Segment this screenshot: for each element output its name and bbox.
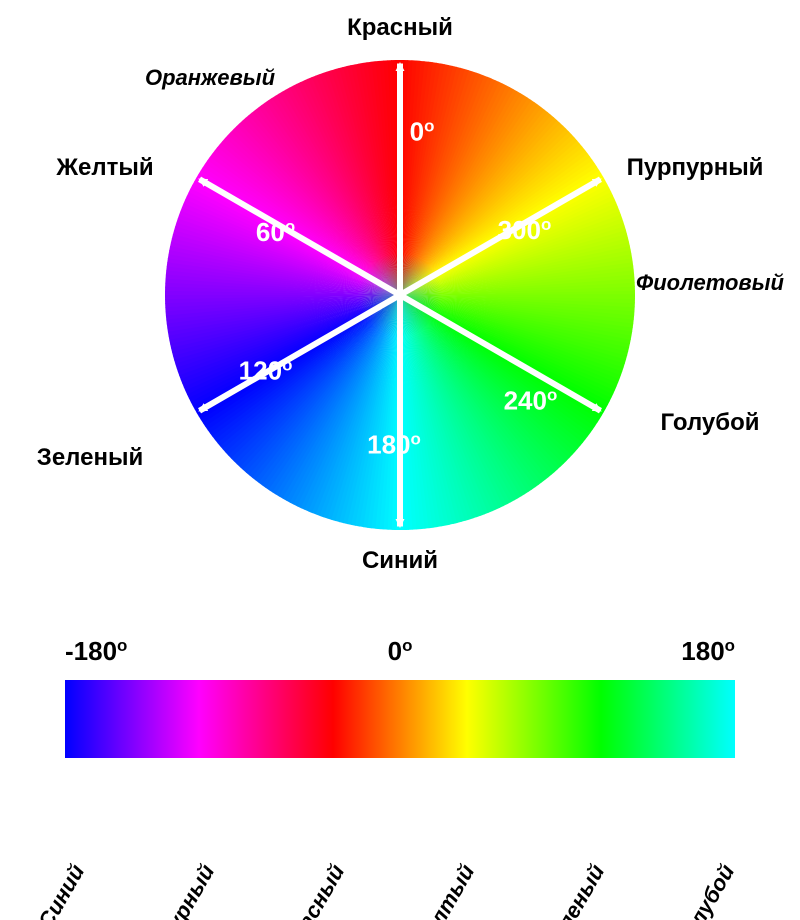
bar-bottom-label: Зеленый <box>539 860 610 920</box>
wheel-outer-label: Желтый <box>55 154 153 181</box>
bar-scale-labels: -180o 0o 180o <box>65 636 735 667</box>
bar-scale-label: 0o <box>388 636 413 667</box>
wheel-outer-label: Оранжевый <box>145 65 276 90</box>
bar-bottom-labels: Синий Пурпурный Красный Желтый Зеленый Голубо… <box>33 860 740 920</box>
bar-bottom-label: Пурпурный <box>135 860 220 920</box>
diagram-root: 0o60o120o180o240o300o КрасныйОранжевыйЖе… <box>0 0 800 920</box>
bar-scale-label: 180o <box>681 636 735 667</box>
wheel-outer-label: Красный <box>347 14 453 41</box>
bar-bottom-label: Желтый <box>408 860 479 920</box>
wheel-outer-label: Синий <box>362 547 438 574</box>
wheel-outer-label: Пурпурный <box>627 154 764 181</box>
wheel-outer-label: Зеленый <box>37 444 143 471</box>
wheel-outer-label: Фиолетовый <box>636 270 784 295</box>
bar-bottom-label: Красный <box>279 860 349 920</box>
hue-bar <box>65 680 735 758</box>
bar-bottom-label: Голубой <box>672 860 740 920</box>
wheel-outer-label: Голубой <box>661 409 760 436</box>
bar-bottom-label: Синий <box>33 860 90 920</box>
bar-scale-label: -180o <box>65 636 127 667</box>
